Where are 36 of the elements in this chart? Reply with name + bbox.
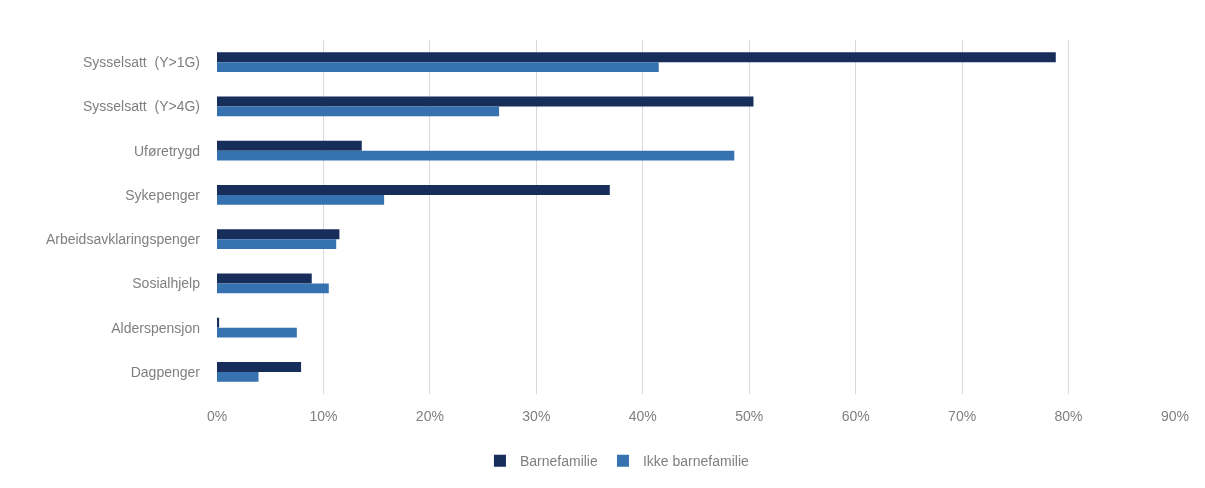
x-tick-label: 50% xyxy=(735,408,764,424)
y-tick-label: Sysselsatt (Y>4G) xyxy=(82,98,200,115)
x-tick-label: 80% xyxy=(1054,408,1083,424)
bar xyxy=(217,283,329,294)
bar xyxy=(217,184,610,195)
bar xyxy=(217,229,340,240)
y-tick-label: Sykepenger xyxy=(125,186,201,203)
bar xyxy=(217,96,754,107)
x-tick-label: 10% xyxy=(309,408,338,424)
bar xyxy=(217,52,1056,63)
bar xyxy=(217,140,362,151)
bar xyxy=(217,150,735,161)
bar xyxy=(217,239,337,250)
bar xyxy=(217,327,297,338)
x-tick-label: 20% xyxy=(415,408,444,424)
x-tick-label: 60% xyxy=(841,408,870,424)
bar xyxy=(217,62,659,73)
y-tick-label: Sysselsatt (Y>1G) xyxy=(82,54,200,71)
legend-label: Ikke barnefamilie xyxy=(642,453,750,470)
bar xyxy=(217,317,220,328)
y-tick-label: Arbeidsavklaringspenger xyxy=(45,231,201,248)
x-tick-label: 30% xyxy=(522,408,551,424)
x-tick-label: 70% xyxy=(948,408,977,424)
y-tick-label: Alderspensjon xyxy=(111,319,200,336)
y-tick-label: Sosialhjelp xyxy=(132,275,201,292)
bar xyxy=(217,106,500,117)
bar xyxy=(217,371,259,382)
bar xyxy=(217,361,302,372)
legend-label: Barnefamilie xyxy=(519,453,598,470)
bar xyxy=(217,194,385,205)
bar xyxy=(217,273,312,284)
x-tick-label: 90% xyxy=(1160,408,1190,424)
x-tick-label: 0% xyxy=(206,408,228,424)
y-tick-label: Dagpenger xyxy=(130,363,201,380)
x-tick-label: 40% xyxy=(628,408,657,424)
y-tick-label: Uføretrygd xyxy=(133,142,200,159)
